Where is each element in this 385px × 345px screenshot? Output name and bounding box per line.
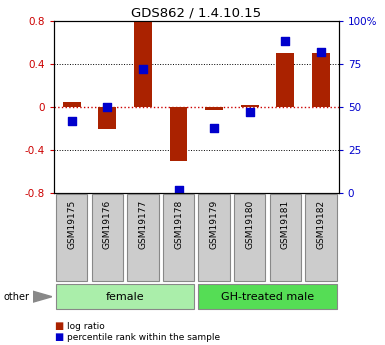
Bar <box>199 194 230 281</box>
Title: GDS862 / 1.4.10.15: GDS862 / 1.4.10.15 <box>131 7 261 20</box>
Point <box>69 118 75 124</box>
Point <box>282 39 288 44</box>
Point <box>318 49 324 55</box>
Text: female: female <box>106 292 144 302</box>
Bar <box>56 284 194 309</box>
Text: ■: ■ <box>54 333 63 342</box>
Point <box>140 66 146 72</box>
Bar <box>270 194 301 281</box>
Point <box>211 125 217 130</box>
Text: GSM19179: GSM19179 <box>210 199 219 249</box>
Bar <box>163 194 194 281</box>
Bar <box>199 284 336 309</box>
Bar <box>305 194 336 281</box>
Bar <box>170 107 187 161</box>
Bar <box>134 22 152 107</box>
Text: percentile rank within the sample: percentile rank within the sample <box>67 333 221 342</box>
Bar <box>234 194 265 281</box>
Point <box>104 104 110 110</box>
Bar <box>241 105 259 107</box>
Bar <box>56 194 87 281</box>
Bar <box>312 53 330 107</box>
Text: GSM19181: GSM19181 <box>281 199 290 249</box>
Text: log ratio: log ratio <box>67 322 105 331</box>
Polygon shape <box>33 291 52 302</box>
Bar <box>63 101 80 107</box>
Bar <box>276 53 294 107</box>
Text: other: other <box>4 292 30 302</box>
Text: GSM19175: GSM19175 <box>67 199 76 249</box>
Text: GH-treated male: GH-treated male <box>221 292 314 302</box>
Bar <box>99 107 116 129</box>
Text: GSM19182: GSM19182 <box>316 199 325 249</box>
Point <box>247 109 253 115</box>
Text: ■: ■ <box>54 321 63 331</box>
Point <box>176 187 182 193</box>
Text: GSM19180: GSM19180 <box>245 199 254 249</box>
Text: GSM19176: GSM19176 <box>103 199 112 249</box>
Bar <box>92 194 123 281</box>
Bar <box>127 194 159 281</box>
Bar <box>205 107 223 110</box>
Text: GSM19177: GSM19177 <box>139 199 147 249</box>
Text: GSM19178: GSM19178 <box>174 199 183 249</box>
